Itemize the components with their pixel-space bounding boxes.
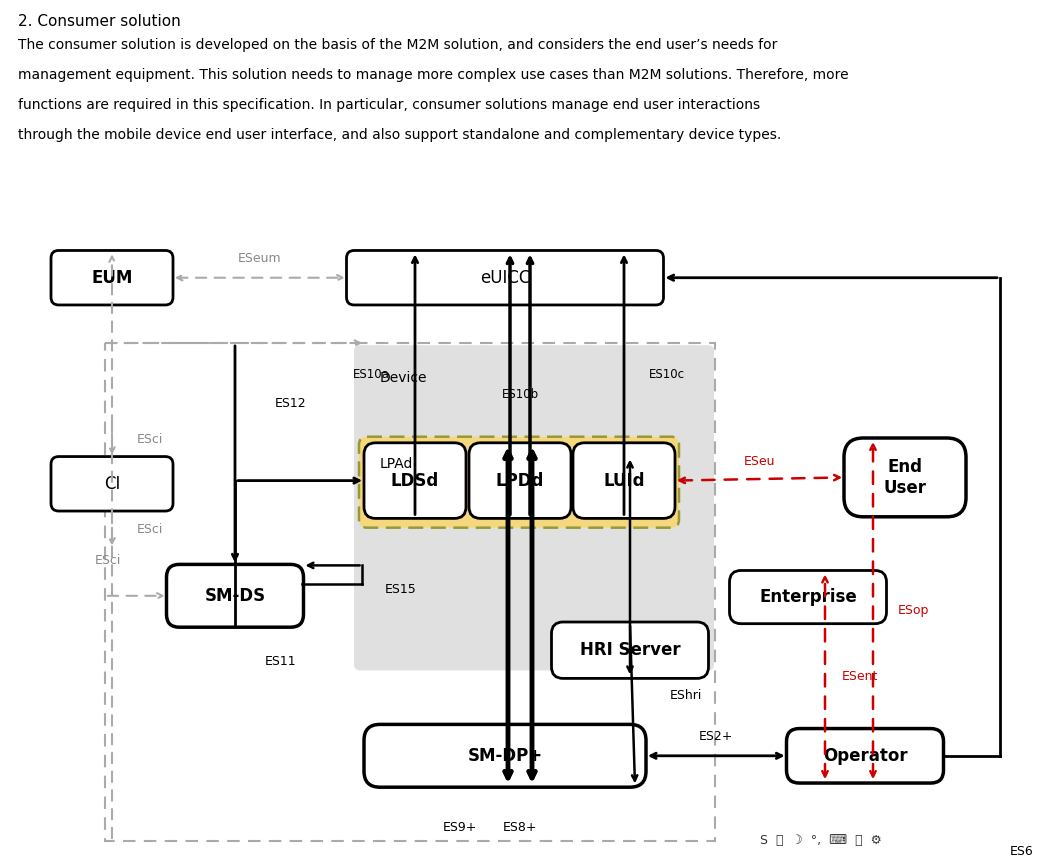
Text: ESent: ESent [842, 671, 878, 683]
Text: Enterprise: Enterprise [759, 588, 857, 606]
Text: ES8+: ES8+ [503, 822, 537, 835]
Text: ES11: ES11 [265, 655, 297, 668]
Text: ES6: ES6 [1010, 845, 1034, 859]
FancyBboxPatch shape [573, 443, 675, 519]
Text: ESci: ESci [137, 433, 163, 446]
Text: through the mobile device end user interface, and also support standalone and co: through the mobile device end user inter… [18, 128, 782, 142]
FancyBboxPatch shape [51, 457, 173, 511]
Text: ES10a: ES10a [353, 369, 390, 381]
Text: The consumer solution is developed on the basis of the M2M solution, and conside: The consumer solution is developed on th… [18, 38, 777, 52]
Text: management equipment. This solution needs to manage more complex use cases than : management equipment. This solution need… [18, 68, 848, 82]
Text: LUId: LUId [604, 471, 645, 489]
Text: ESci: ESci [95, 554, 122, 567]
Text: ES15: ES15 [384, 583, 416, 595]
Text: ESci: ESci [137, 523, 163, 536]
Text: ES9+: ES9+ [443, 822, 478, 835]
FancyBboxPatch shape [364, 724, 646, 787]
FancyBboxPatch shape [469, 443, 571, 519]
FancyBboxPatch shape [730, 570, 886, 624]
Text: EUM: EUM [91, 268, 132, 287]
Bar [105, 343, 715, 841]
Text: SM-DS: SM-DS [204, 587, 266, 605]
FancyBboxPatch shape [359, 437, 679, 527]
FancyBboxPatch shape [844, 438, 966, 517]
Text: LPAd: LPAd [380, 457, 413, 471]
FancyBboxPatch shape [166, 564, 304, 627]
Text: EShri: EShri [670, 689, 702, 702]
FancyBboxPatch shape [552, 622, 708, 678]
Text: LDSd: LDSd [391, 471, 439, 489]
FancyBboxPatch shape [346, 250, 664, 305]
Text: ESeu: ESeu [743, 455, 775, 468]
Text: Operator: Operator [823, 746, 908, 765]
Text: LPDd: LPDd [496, 471, 544, 489]
Text: Device: Device [380, 370, 428, 385]
Text: ES10b: ES10b [502, 387, 539, 400]
Text: CI: CI [104, 475, 120, 493]
Text: HRI Server: HRI Server [579, 641, 680, 659]
FancyBboxPatch shape [51, 250, 173, 305]
FancyBboxPatch shape [364, 443, 466, 519]
Text: eUICC: eUICC [480, 268, 531, 287]
Text: ESop: ESop [897, 604, 929, 617]
Text: S  五  ☽  °,  ⌨  👤  ⚙: S 五 ☽ °, ⌨ 👤 ⚙ [760, 835, 882, 847]
Text: ES12: ES12 [275, 397, 307, 410]
Text: 2. Consumer solution: 2. Consumer solution [18, 14, 181, 29]
Text: ES10c: ES10c [649, 369, 685, 381]
FancyBboxPatch shape [354, 345, 714, 671]
Text: SM-DP+: SM-DP+ [467, 746, 542, 765]
Text: functions are required in this specification. In particular, consumer solutions : functions are required in this specifica… [18, 98, 760, 112]
FancyBboxPatch shape [787, 728, 944, 783]
Text: End
User: End User [883, 458, 927, 497]
Text: ES2+: ES2+ [699, 730, 734, 743]
Text: ESeum: ESeum [238, 252, 282, 265]
